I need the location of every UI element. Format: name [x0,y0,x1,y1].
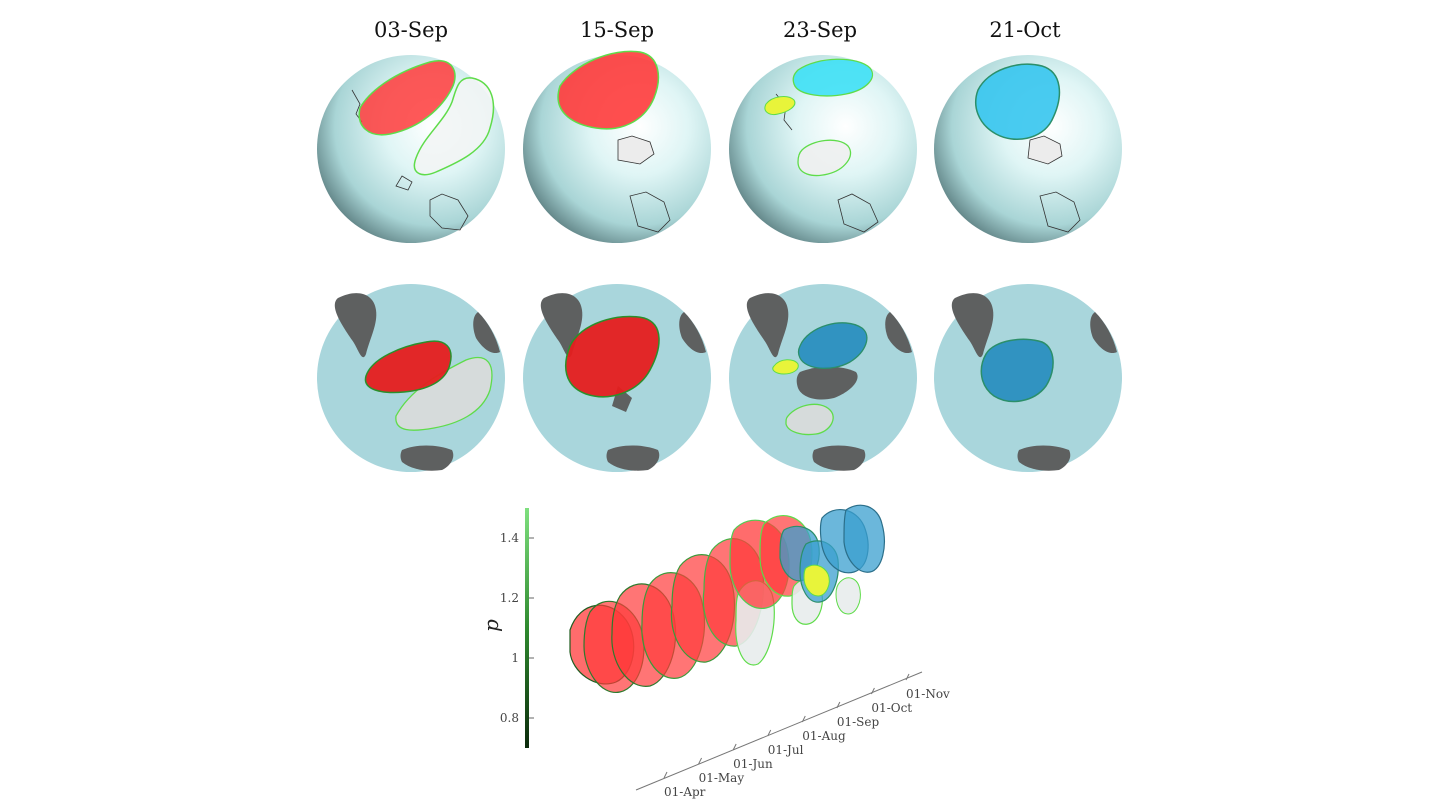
y-tick-label: 1 [511,651,519,665]
globe-panel-2 [523,50,711,243]
globe-panel-3 [729,55,917,243]
y-tick-label: 1.2 [500,591,519,605]
time-tick-label: 01-Apr [664,785,706,799]
time-tick-mark [767,729,772,737]
time-p-plot: 0.811.21.4 p 01-Apr01-May01-Jun01-Jul01-… [479,504,950,799]
time-tick-label: 01-Oct [871,701,912,715]
colorbar [525,508,529,748]
time-tick-label: 01-Sep [837,715,880,729]
flat-panel-2 [523,284,711,472]
time-tick-mark [836,701,841,709]
flat-panel-3 [729,284,917,472]
panel-date-2: 15-Sep [579,18,655,42]
time-tick-label: 01-Jun [733,757,773,771]
time-tick-label: 01-May [699,771,745,785]
flat-panel-1 [317,284,505,472]
globe-panel-1 [317,55,505,243]
globe-panel-4 [934,55,1122,243]
time-tick-mark [870,687,875,695]
time-tick-label: 01-Jul [768,743,804,757]
panel-date-4: 21-Oct [989,18,1061,42]
time-axis [635,671,923,791]
time-tick-mark [905,673,910,681]
time-tick-label: 01-Nov [906,687,950,701]
panel-date-1: 03-Sep [373,18,449,42]
contour-stack [569,504,885,693]
y-tick-label: 1.4 [500,531,519,545]
y-axis-title: p [479,619,503,632]
time-tick-mark [732,743,737,751]
y-tick-label: 0.8 [500,711,519,725]
time-tick-mark [698,757,703,765]
time-tick-mark [663,771,668,779]
panel-date-3: 23-Sep [782,18,858,42]
flat-panel-4 [934,284,1122,472]
time-tick-label: 01-Aug [802,729,846,743]
time-tick-mark [801,715,806,723]
